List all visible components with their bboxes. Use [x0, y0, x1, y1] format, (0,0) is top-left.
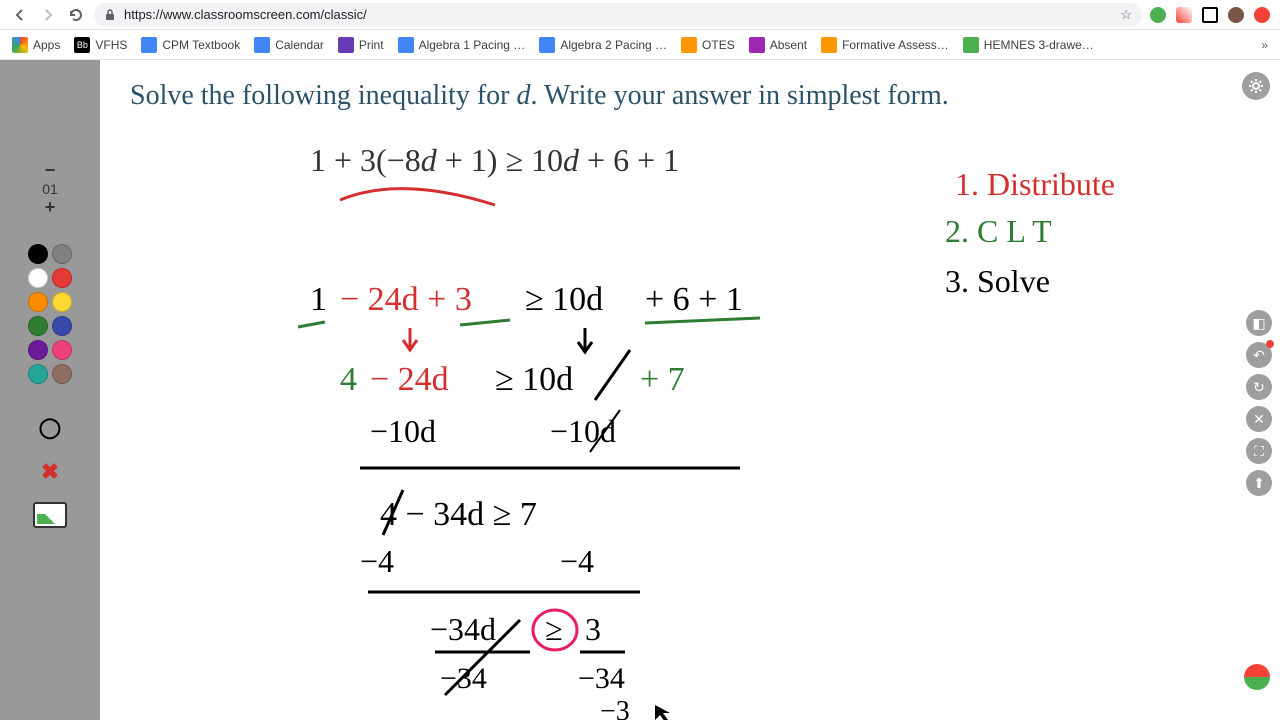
svg-text:−34: −34 — [578, 662, 625, 695]
color-orange[interactable] — [28, 292, 48, 312]
color-red[interactable] — [52, 268, 72, 288]
zoom-in-button[interactable]: + — [45, 197, 56, 218]
bookmark-hemnes[interactable]: HEMNES 3-drawe… — [963, 37, 1094, 53]
bookmarks-bar: Apps BbVFHS CPM Textbook Calendar Print … — [0, 30, 1280, 60]
svg-text:4: 4 — [340, 361, 357, 398]
bookmark-formative[interactable]: Formative Assess… — [821, 37, 949, 53]
status-icon[interactable] — [1244, 664, 1270, 690]
bookmarks-overflow[interactable]: » — [1261, 38, 1268, 52]
svg-text:1: 1 — [310, 281, 327, 318]
undo-icon[interactable]: ↶ — [1246, 342, 1272, 368]
url-text: https://www.classroomscreen.com/classic/ — [124, 7, 367, 22]
color-green[interactable] — [28, 316, 48, 336]
upload-icon[interactable]: ⬆ — [1246, 470, 1272, 496]
color-gray[interactable] — [52, 244, 72, 264]
color-white[interactable] — [28, 268, 48, 288]
color-black[interactable] — [28, 244, 48, 264]
ext-icon[interactable] — [1202, 7, 1218, 23]
svg-text:3: 3 — [585, 611, 601, 647]
url-bar[interactable]: https://www.classroomscreen.com/classic/… — [94, 3, 1142, 27]
star-icon[interactable]: ☆ — [1120, 7, 1132, 23]
svg-text:3. Solve: 3. Solve — [945, 263, 1050, 299]
ext-icon[interactable] — [1254, 7, 1270, 23]
bookmark-otes[interactable]: OTES — [681, 37, 735, 53]
color-brown[interactable] — [52, 364, 72, 384]
close-icon[interactable]: ✕ — [1246, 406, 1272, 432]
svg-text:−10d: −10d — [550, 413, 616, 449]
svg-text:+ 7: + 7 — [640, 361, 685, 398]
back-button[interactable] — [10, 5, 30, 25]
avatar-icon[interactable] — [1228, 7, 1244, 23]
settings-icon[interactable] — [1242, 72, 1270, 100]
svg-text:−3: −3 — [600, 696, 630, 720]
bookmark-print[interactable]: Print — [338, 37, 384, 53]
svg-text:−4: −4 — [360, 543, 394, 579]
svg-text:− 24d: − 24d — [370, 361, 449, 398]
color-palette — [28, 244, 72, 384]
zoom-controls: − 01 + — [42, 160, 58, 218]
color-teal[interactable] — [28, 364, 48, 384]
image-tool[interactable] — [33, 502, 67, 528]
svg-text:≥: ≥ — [545, 611, 563, 647]
left-toolbar: − 01 + ◯ ✖ — [0, 60, 100, 720]
app-content: − 01 + ◯ ✖ Solve the following ine — [0, 60, 1280, 720]
canvas-area[interactable]: Solve the following inequality for d. Wr… — [100, 60, 1280, 720]
ext-icon[interactable] — [1176, 7, 1192, 23]
svg-text:−34d: −34d — [430, 611, 496, 647]
expand-icon[interactable]: ⛶ — [1246, 438, 1272, 464]
bookmark-apps[interactable]: Apps — [12, 37, 60, 53]
bookmark-absent[interactable]: Absent — [749, 37, 807, 53]
color-purple[interactable] — [28, 340, 48, 360]
problem-prompt: Solve the following inequality for d. Wr… — [130, 80, 1250, 112]
right-toolbar: ◧ ↶ ↻ ✕ ⛶ ⬆ — [1246, 310, 1272, 496]
problem-equation: 1 + 3(−8d + 1) ≥ 10d + 6 + 1 — [310, 142, 1250, 179]
svg-text:−4: −4 — [560, 543, 594, 579]
svg-text:≥ 10d: ≥ 10d — [495, 361, 573, 398]
bookmark-cpm[interactable]: CPM Textbook — [141, 37, 240, 53]
bookmark-alg1[interactable]: Algebra 1 Pacing … — [398, 37, 526, 53]
svg-text:−34: −34 — [440, 662, 487, 695]
zoom-out-button[interactable]: − — [45, 160, 56, 181]
color-pink[interactable] — [52, 340, 72, 360]
color-blue[interactable] — [52, 316, 72, 336]
svg-text:2. C L T: 2. C L T — [945, 213, 1052, 249]
bookmark-calendar[interactable]: Calendar — [254, 37, 324, 53]
svg-text:4 − 34d ≥ 7: 4 − 34d ≥ 7 — [380, 496, 537, 533]
lock-icon — [104, 9, 116, 21]
bookmark-alg2[interactable]: Algebra 2 Pacing … — [539, 37, 667, 53]
reload-button[interactable] — [66, 5, 86, 25]
ext-icon[interactable] — [1150, 7, 1166, 23]
eraser-icon[interactable]: ◧ — [1246, 310, 1272, 336]
color-yellow[interactable] — [52, 292, 72, 312]
browser-nav-bar: https://www.classroomscreen.com/classic/… — [0, 0, 1280, 30]
svg-text:+ 6 + 1: + 6 + 1 — [645, 281, 743, 318]
svg-text:− 24d + 3: − 24d + 3 — [340, 281, 472, 318]
zoom-level: 01 — [42, 181, 58, 197]
redo-icon[interactable]: ↻ — [1246, 374, 1272, 400]
forward-button[interactable] — [38, 5, 58, 25]
svg-text:≥ 10d: ≥ 10d — [525, 281, 603, 318]
circle-tool[interactable]: ◯ — [38, 415, 62, 439]
clear-tool[interactable]: ✖ — [38, 460, 62, 484]
extension-icons — [1150, 7, 1270, 23]
bookmark-vfhs[interactable]: BbVFHS — [74, 37, 127, 53]
svg-text:−10d: −10d — [370, 413, 436, 449]
